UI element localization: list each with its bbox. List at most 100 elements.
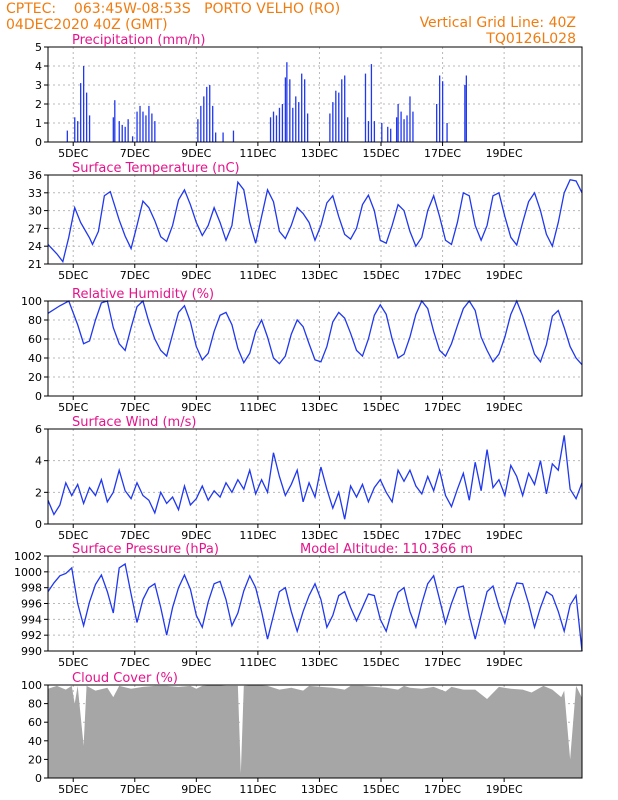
- cloud-area: [48, 685, 582, 778]
- x-tick-label: 15DEC: [362, 269, 399, 282]
- x-tick-label: 11DEC: [239, 147, 276, 160]
- precip-bar: [298, 102, 300, 142]
- precip-bar: [121, 124, 123, 142]
- y-tick-label: 3: [35, 79, 42, 92]
- precip-bar: [145, 115, 147, 142]
- y-tick-label: 27: [28, 222, 42, 235]
- x-tick-label: 13DEC: [301, 656, 338, 669]
- y-tick-label: 100: [21, 679, 42, 692]
- y-tick-label: 30: [28, 205, 42, 218]
- y-tick-label: 24: [28, 240, 42, 253]
- y-tick-label: 21: [28, 258, 42, 271]
- pressure-panel: 990 992 994 996 998 1000 1002 5DEC 7DEC 9DEC 11DEC…: [14, 542, 583, 669]
- precip-bar: [367, 121, 370, 142]
- x-tick-label: 19DEC: [486, 656, 523, 669]
- precip-bar: [85, 92, 88, 142]
- precip-bar: [209, 85, 211, 142]
- y-tick-label: 0: [35, 136, 42, 149]
- precip-bar: [304, 79, 306, 142]
- wind-title: Surface Wind (m/s): [72, 415, 196, 430]
- x-tick-label: 9DEC: [181, 529, 211, 542]
- precip-bar: [151, 113, 153, 142]
- precip-bar: [154, 121, 156, 142]
- x-tick-label: 15DEC: [362, 529, 399, 542]
- rh-title: Relative Humidity (%): [72, 287, 214, 302]
- precip-bar: [344, 75, 346, 142]
- y-tick-label: 80: [28, 314, 42, 327]
- x-tick-label: 15DEC: [362, 401, 399, 414]
- precip-bar: [203, 96, 205, 142]
- precip-bar: [387, 126, 389, 142]
- rh-panel: 0 20 40 60 80 100 5DEC 7DEC 9DEC 11DEC 13DEC 15DEC 1…: [21, 287, 583, 414]
- y-tick-label: 60: [28, 333, 42, 346]
- y-tick-label: 996: [21, 598, 42, 611]
- precip-bar: [284, 77, 287, 142]
- precip-bar: [66, 130, 68, 142]
- precip-bar: [215, 132, 217, 142]
- header-model: TQ0126L028: [485, 31, 576, 47]
- precip-bar: [269, 117, 272, 142]
- x-tick-label: 19DEC: [486, 147, 523, 160]
- temp-panel: 21 24 27 30 33 36 5DEC 7DEC 9DEC 11DEC 13DEC 15DEC 1…: [28, 161, 583, 282]
- precip-bar: [222, 132, 224, 142]
- y-tick-label: 40: [28, 735, 42, 748]
- x-tick-label: 9DEC: [181, 401, 211, 414]
- x-tick-label: 15DEC: [362, 656, 399, 669]
- x-tick-label: 17DEC: [424, 401, 461, 414]
- precip-bar: [464, 85, 466, 142]
- y-tick-label: 5: [35, 41, 42, 54]
- precip-bar: [295, 96, 297, 142]
- precip-bar: [275, 115, 278, 142]
- x-tick-label: 19DEC: [486, 401, 523, 414]
- precip-bar: [412, 111, 414, 142]
- precip-bar: [409, 96, 411, 142]
- precip-bar: [292, 107, 294, 142]
- precip-bar: [148, 105, 150, 142]
- precip-bar: [80, 83, 82, 142]
- plot-frame: [47, 300, 583, 397]
- y-tick-label: 1000: [14, 566, 42, 579]
- precip-bar: [118, 121, 120, 142]
- precip-bar: [212, 105, 214, 142]
- x-tick-label: 19DEC: [486, 529, 523, 542]
- precip-bar: [446, 123, 448, 142]
- x-tick-label: 5DEC: [58, 529, 88, 542]
- precip-bar: [465, 75, 467, 142]
- x-tick-label: 13DEC: [301, 147, 338, 160]
- x-tick-label: 9DEC: [181, 269, 211, 282]
- y-tick-label: 2: [35, 98, 42, 111]
- precip-bar: [139, 105, 141, 142]
- precip-bar: [114, 100, 116, 142]
- precip-bar: [390, 128, 392, 142]
- precip-bar: [77, 121, 79, 142]
- x-tick-label: 13DEC: [301, 783, 338, 796]
- x-tick-label: 19DEC: [486, 269, 523, 282]
- precip-bar: [74, 117, 76, 142]
- x-tick-label: 17DEC: [424, 783, 461, 796]
- x-tick-label: 15DEC: [362, 147, 399, 160]
- precip-bar: [403, 119, 405, 142]
- x-tick-label: 9DEC: [181, 147, 211, 160]
- precip-bar: [441, 81, 444, 142]
- precip-bar: [286, 62, 288, 143]
- y-tick-label: 33: [28, 187, 42, 200]
- y-tick-label: 1002: [14, 550, 42, 563]
- precip-bar: [142, 111, 144, 142]
- y-tick-label: 6: [35, 423, 42, 436]
- x-tick-label: 11DEC: [239, 656, 276, 669]
- y-tick-label: 0: [35, 390, 42, 403]
- precip-bar: [278, 107, 281, 142]
- y-tick-label: 36: [28, 169, 42, 182]
- precip-bar: [136, 111, 138, 142]
- x-tick-label: 11DEC: [239, 401, 276, 414]
- precip-bar: [112, 117, 114, 142]
- precip-bar: [395, 117, 398, 142]
- precip-bar: [332, 102, 334, 142]
- header-run-date: 04DEC2020 40Z (GMT): [6, 17, 168, 33]
- precip-bar: [289, 79, 291, 142]
- x-tick-label: 9DEC: [181, 783, 211, 796]
- y-tick-label: 100: [21, 295, 42, 308]
- x-tick-label: 19DEC: [486, 783, 523, 796]
- precip-bar: [335, 90, 337, 142]
